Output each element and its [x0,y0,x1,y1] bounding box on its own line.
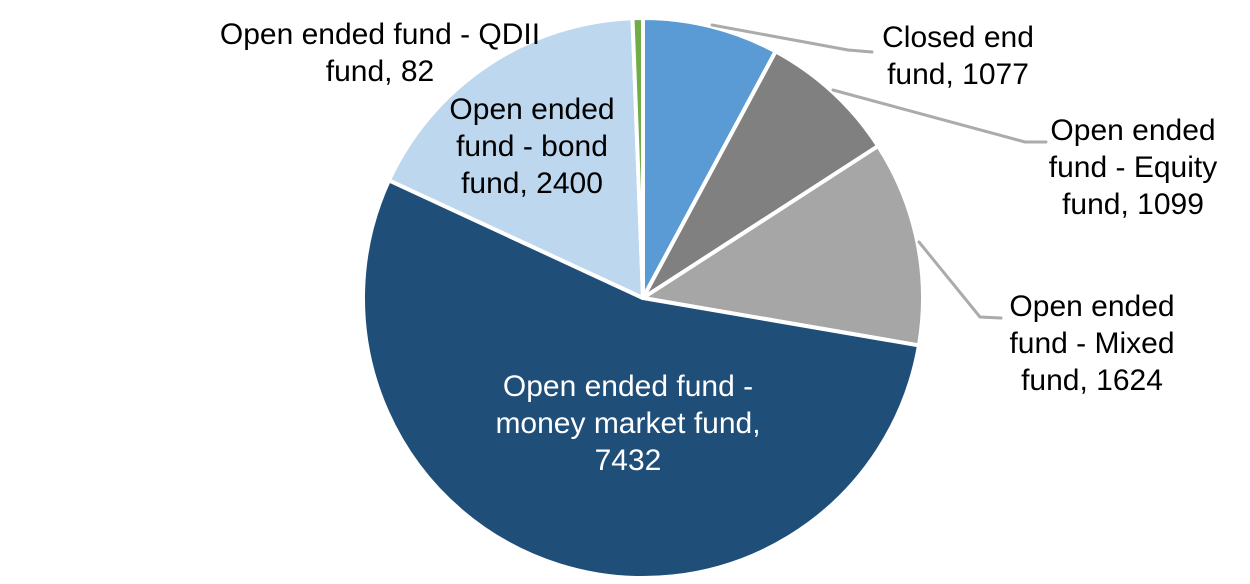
data-label-line: fund, 1099 [1062,188,1204,221]
data-label-open-ended-fund-qdii: Open ended fund - QDII fund, 82 [200,16,560,90]
data-label-open-ended-fund-equity: Open ended fund - Equity fund, 1099 [1033,112,1233,223]
pie-slice-open-ended-fund-mixed [641,144,925,348]
pie-slice-open-ended-fund-money-market [361,178,921,580]
data-label-line: fund, 1624 [1021,364,1163,397]
data-label-line: Closed end [882,21,1034,54]
data-label-line: fund - Mixed [1009,327,1175,360]
data-label-line: Open ended [1050,114,1216,147]
data-label-line: Open ended [449,93,615,126]
data-label-line: fund - Equity [1048,151,1218,184]
leader-line-closed-end-fund [710,23,874,54]
leader-line-open-ended-fund-mixed [917,240,1003,320]
data-label-closed-end-fund: Closed end fund, 1077 [858,19,1058,93]
data-label-line: fund - bond [456,130,608,163]
data-label-line: fund, 2400 [461,167,603,200]
data-label-line: Open ended fund - [502,370,754,403]
data-label-line: 7432 [594,444,662,477]
data-label-open-ended-fund-bond: Open ended fund - bond fund, 2400 [402,91,662,202]
pie-slice-closed-end-fund [641,16,778,300]
data-label-line: money market fund, [495,407,761,440]
data-label-line: Open ended [1009,290,1175,323]
pie-slice-open-ended-fund-equity [641,49,881,300]
data-label-open-ended-fund-money-market: Open ended fund - money market fund, 743… [418,368,838,479]
leader-line-open-ended-fund-equity [831,88,1048,144]
data-label-line: fund, 1077 [887,58,1029,91]
pie-slice-open-ended-fund-qdii [630,16,645,300]
pie-slice-open-ended-fund-bond [386,16,645,300]
data-label-line: Open ended fund - QDII [219,18,541,51]
data-label-open-ended-fund-mixed: Open ended fund - Mixed fund, 1624 [992,288,1192,399]
data-label-line: fund, 82 [325,55,435,88]
